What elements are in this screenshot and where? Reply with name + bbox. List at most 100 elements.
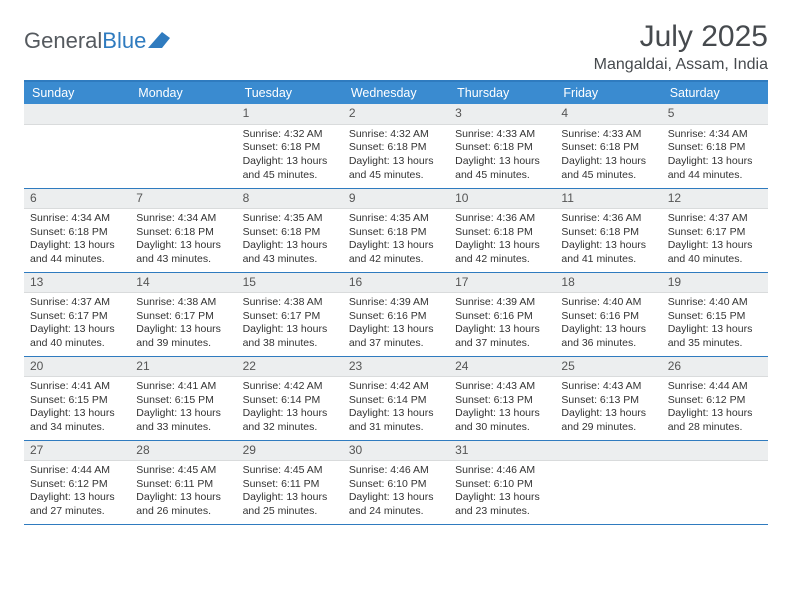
sunset-line: Sunset: 6:10 PM — [349, 478, 443, 492]
day-body: Sunrise: 4:46 AMSunset: 6:10 PMDaylight:… — [449, 461, 555, 523]
sunrise-line: Sunrise: 4:34 AM — [668, 128, 762, 142]
calendar-cell: 15Sunrise: 4:38 AMSunset: 6:17 PMDayligh… — [237, 272, 343, 356]
daylight-line: Daylight: 13 hours and 36 minutes. — [561, 323, 655, 350]
calendar-cell: 25Sunrise: 4:43 AMSunset: 6:13 PMDayligh… — [555, 356, 661, 440]
calendar-cell: 30Sunrise: 4:46 AMSunset: 6:10 PMDayligh… — [343, 440, 449, 524]
logo: GeneralBlue — [24, 20, 170, 54]
day-number: 16 — [343, 273, 449, 294]
day-number: 4 — [555, 104, 661, 125]
day-number: 9 — [343, 189, 449, 210]
day-body: Sunrise: 4:40 AMSunset: 6:15 PMDaylight:… — [662, 293, 768, 355]
daylight-line: Daylight: 13 hours and 29 minutes. — [561, 407, 655, 434]
day-body: Sunrise: 4:41 AMSunset: 6:15 PMDaylight:… — [130, 377, 236, 439]
sunset-line: Sunset: 6:11 PM — [136, 478, 230, 492]
day-body: Sunrise: 4:35 AMSunset: 6:18 PMDaylight:… — [237, 209, 343, 271]
page-header: GeneralBlue July 2025 Mangaldai, Assam, … — [24, 20, 768, 74]
calendar-cell: 8Sunrise: 4:35 AMSunset: 6:18 PMDaylight… — [237, 188, 343, 272]
sunset-line: Sunset: 6:16 PM — [349, 310, 443, 324]
daylight-line: Daylight: 13 hours and 37 minutes. — [349, 323, 443, 350]
sunrise-line: Sunrise: 4:37 AM — [30, 296, 124, 310]
calendar-week: 13Sunrise: 4:37 AMSunset: 6:17 PMDayligh… — [24, 272, 768, 356]
daylight-line: Daylight: 13 hours and 34 minutes. — [30, 407, 124, 434]
sunset-line: Sunset: 6:16 PM — [561, 310, 655, 324]
daylight-line: Daylight: 13 hours and 28 minutes. — [668, 407, 762, 434]
sunset-line: Sunset: 6:16 PM — [455, 310, 549, 324]
sunrise-line: Sunrise: 4:43 AM — [455, 380, 549, 394]
day-body: Sunrise: 4:44 AMSunset: 6:12 PMDaylight:… — [662, 377, 768, 439]
sunrise-line: Sunrise: 4:36 AM — [561, 212, 655, 226]
calendar-cell: 6Sunrise: 4:34 AMSunset: 6:18 PMDaylight… — [24, 188, 130, 272]
sunrise-line: Sunrise: 4:39 AM — [455, 296, 549, 310]
daylight-line: Daylight: 13 hours and 45 minutes. — [455, 155, 549, 182]
day-header: Saturday — [662, 81, 768, 104]
calendar-cell: 29Sunrise: 4:45 AMSunset: 6:11 PMDayligh… — [237, 440, 343, 524]
day-body: Sunrise: 4:45 AMSunset: 6:11 PMDaylight:… — [237, 461, 343, 523]
day-body: Sunrise: 4:39 AMSunset: 6:16 PMDaylight:… — [449, 293, 555, 355]
calendar-cell: 16Sunrise: 4:39 AMSunset: 6:16 PMDayligh… — [343, 272, 449, 356]
day-number-bar — [130, 104, 236, 125]
title-block: July 2025 Mangaldai, Assam, India — [594, 20, 768, 74]
calendar-cell: 20Sunrise: 4:41 AMSunset: 6:15 PMDayligh… — [24, 356, 130, 440]
day-body: Sunrise: 4:39 AMSunset: 6:16 PMDaylight:… — [343, 293, 449, 355]
day-body: Sunrise: 4:33 AMSunset: 6:18 PMDaylight:… — [555, 125, 661, 187]
sunset-line: Sunset: 6:14 PM — [243, 394, 337, 408]
day-body: Sunrise: 4:36 AMSunset: 6:18 PMDaylight:… — [555, 209, 661, 271]
day-number-bar — [662, 441, 768, 462]
sunset-line: Sunset: 6:18 PM — [243, 141, 337, 155]
calendar-cell — [555, 440, 661, 524]
day-header: Tuesday — [237, 81, 343, 104]
day-number: 7 — [130, 189, 236, 210]
day-number: 18 — [555, 273, 661, 294]
sunrise-line: Sunrise: 4:44 AM — [30, 464, 124, 478]
calendar-cell: 26Sunrise: 4:44 AMSunset: 6:12 PMDayligh… — [662, 356, 768, 440]
day-number: 10 — [449, 189, 555, 210]
calendar-cell: 23Sunrise: 4:42 AMSunset: 6:14 PMDayligh… — [343, 356, 449, 440]
day-number: 29 — [237, 441, 343, 462]
sunrise-line: Sunrise: 4:35 AM — [349, 212, 443, 226]
sunrise-line: Sunrise: 4:44 AM — [668, 380, 762, 394]
calendar-header-row: SundayMondayTuesdayWednesdayThursdayFrid… — [24, 81, 768, 104]
sunrise-line: Sunrise: 4:41 AM — [136, 380, 230, 394]
day-body: Sunrise: 4:34 AMSunset: 6:18 PMDaylight:… — [24, 209, 130, 271]
calendar-cell: 9Sunrise: 4:35 AMSunset: 6:18 PMDaylight… — [343, 188, 449, 272]
daylight-line: Daylight: 13 hours and 41 minutes. — [561, 239, 655, 266]
day-body: Sunrise: 4:36 AMSunset: 6:18 PMDaylight:… — [449, 209, 555, 271]
day-number: 8 — [237, 189, 343, 210]
sunrise-line: Sunrise: 4:36 AM — [455, 212, 549, 226]
sunset-line: Sunset: 6:18 PM — [561, 226, 655, 240]
sunset-line: Sunset: 6:15 PM — [668, 310, 762, 324]
day-number: 22 — [237, 357, 343, 378]
sunset-line: Sunset: 6:10 PM — [455, 478, 549, 492]
logo-mark-icon — [148, 28, 170, 54]
daylight-line: Daylight: 13 hours and 44 minutes. — [668, 155, 762, 182]
day-body: Sunrise: 4:35 AMSunset: 6:18 PMDaylight:… — [343, 209, 449, 271]
calendar-cell: 28Sunrise: 4:45 AMSunset: 6:11 PMDayligh… — [130, 440, 236, 524]
sunrise-line: Sunrise: 4:38 AM — [136, 296, 230, 310]
day-body: Sunrise: 4:38 AMSunset: 6:17 PMDaylight:… — [130, 293, 236, 355]
sunset-line: Sunset: 6:12 PM — [30, 478, 124, 492]
calendar-cell: 11Sunrise: 4:36 AMSunset: 6:18 PMDayligh… — [555, 188, 661, 272]
daylight-line: Daylight: 13 hours and 40 minutes. — [668, 239, 762, 266]
day-number: 20 — [24, 357, 130, 378]
sunset-line: Sunset: 6:12 PM — [668, 394, 762, 408]
daylight-line: Daylight: 13 hours and 25 minutes. — [243, 491, 337, 518]
day-number: 15 — [237, 273, 343, 294]
day-body: Sunrise: 4:32 AMSunset: 6:18 PMDaylight:… — [343, 125, 449, 187]
day-body: Sunrise: 4:34 AMSunset: 6:18 PMDaylight:… — [662, 125, 768, 187]
sunrise-line: Sunrise: 4:40 AM — [561, 296, 655, 310]
day-body: Sunrise: 4:41 AMSunset: 6:15 PMDaylight:… — [24, 377, 130, 439]
sunrise-line: Sunrise: 4:34 AM — [30, 212, 124, 226]
day-body: Sunrise: 4:32 AMSunset: 6:18 PMDaylight:… — [237, 125, 343, 187]
sunset-line: Sunset: 6:18 PM — [668, 141, 762, 155]
calendar-cell: 22Sunrise: 4:42 AMSunset: 6:14 PMDayligh… — [237, 356, 343, 440]
sunset-line: Sunset: 6:18 PM — [349, 141, 443, 155]
day-body: Sunrise: 4:44 AMSunset: 6:12 PMDaylight:… — [24, 461, 130, 523]
calendar-cell: 5Sunrise: 4:34 AMSunset: 6:18 PMDaylight… — [662, 104, 768, 188]
day-number: 19 — [662, 273, 768, 294]
daylight-line: Daylight: 13 hours and 35 minutes. — [668, 323, 762, 350]
calendar-cell: 13Sunrise: 4:37 AMSunset: 6:17 PMDayligh… — [24, 272, 130, 356]
day-number: 5 — [662, 104, 768, 125]
calendar-cell: 2Sunrise: 4:32 AMSunset: 6:18 PMDaylight… — [343, 104, 449, 188]
sunset-line: Sunset: 6:18 PM — [455, 141, 549, 155]
sunrise-line: Sunrise: 4:32 AM — [349, 128, 443, 142]
